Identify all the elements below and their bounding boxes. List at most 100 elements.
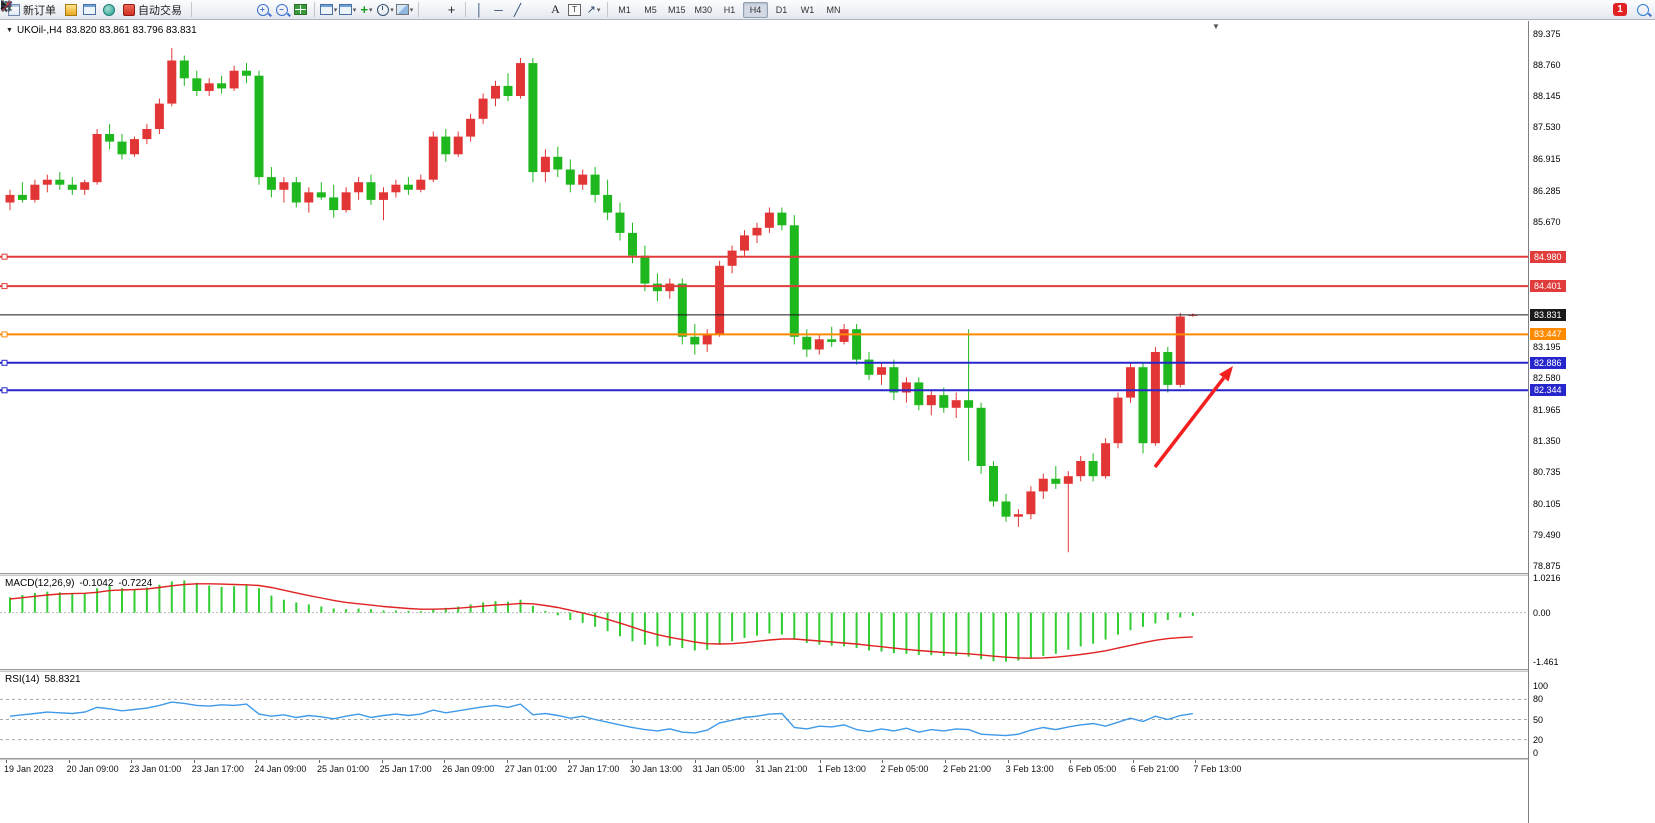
line-handle[interactable] xyxy=(1,253,8,260)
trendline-icon[interactable]: ╱ xyxy=(513,2,522,17)
price-axis-label: 79.490 xyxy=(1533,529,1561,540)
candle-body xyxy=(777,212,787,226)
price-axis[interactable]: 89.375 88.760 88.145 87.530 86.915 86.285 85.6… xyxy=(1528,21,1655,823)
candle-body xyxy=(229,70,239,89)
time-tick xyxy=(632,760,633,763)
chart-title: ▼ UKOil-,H4 83.820 83.861 83.796 83.831 xyxy=(6,25,197,36)
chart-shift-marker[interactable]: ▼ xyxy=(1212,22,1220,31)
notification-badge[interactable]: 1 xyxy=(1613,3,1627,16)
time-tick xyxy=(6,760,7,763)
candlestick-icon[interactable] xyxy=(1,0,234,18)
candle-body xyxy=(5,194,15,203)
tile-windows-icon[interactable] xyxy=(291,1,310,18)
candle-body xyxy=(1101,443,1111,477)
line-handle[interactable] xyxy=(1,387,8,394)
fibonacci-icon[interactable] xyxy=(1,0,546,18)
candle-body xyxy=(279,182,289,190)
timeframe-h1-button[interactable]: H1 xyxy=(717,2,742,18)
candle-body xyxy=(316,192,326,198)
line-handle[interactable] xyxy=(1,283,8,290)
time-tick xyxy=(569,760,571,763)
price-axis-label: 83.195 xyxy=(1533,342,1561,353)
auto-trading-button[interactable]: 自动交易 xyxy=(118,1,187,18)
rsi-axis-label: 0 xyxy=(1533,748,1539,758)
period-icon[interactable]: ▾ xyxy=(376,1,395,18)
auto-scroll-icon[interactable]: ▾ xyxy=(319,1,338,18)
cursor-icon[interactable] xyxy=(1,0,442,18)
candle-body xyxy=(628,232,637,256)
candle-body xyxy=(789,225,799,337)
panel-divider[interactable] xyxy=(0,573,1655,576)
time-axis-label: 3 Feb 13:00 xyxy=(1005,764,1054,774)
chart-symbol-period: UKOil-,H4 xyxy=(16,25,62,36)
vertical-line-icon[interactable]: │ xyxy=(475,2,484,17)
candle-body xyxy=(690,336,700,345)
chart-ohlc-values: 83.820 83.861 83.796 83.831 xyxy=(65,25,197,36)
candle-body xyxy=(105,134,115,142)
candle-body xyxy=(839,329,849,342)
market-watch-icon[interactable] xyxy=(61,1,80,18)
main-chart-panel[interactable]: ▼ UKOil-,H4 83.820 83.861 83.796 83.831 … xyxy=(0,21,1528,573)
candle-body xyxy=(441,136,451,155)
trend-arrow-line[interactable] xyxy=(1153,376,1226,469)
candle-body xyxy=(130,139,139,155)
timeframe-m1-button[interactable]: M1 xyxy=(612,2,637,18)
timeframe-m15-button[interactable]: M15 xyxy=(664,2,690,18)
rsi-panel[interactable]: RSI(14) 58.8321 xyxy=(0,672,1528,758)
toolbar-separator xyxy=(191,2,192,17)
price-axis-label: 88.145 xyxy=(1533,91,1561,102)
candle-body xyxy=(1051,478,1061,484)
toolbar-separator xyxy=(465,2,466,17)
bar-chart-icon[interactable] xyxy=(1,1,215,18)
candle-body xyxy=(989,466,998,502)
time-tick xyxy=(256,760,258,763)
crosshair-icon[interactable]: + xyxy=(447,2,456,17)
zoom-in-icon[interactable]: + xyxy=(253,1,272,18)
panel-divider[interactable] xyxy=(0,669,1655,672)
time-tick xyxy=(381,760,383,763)
macd-axis-label: -1.461 xyxy=(1533,657,1559,667)
candle-body xyxy=(864,359,874,375)
macd-panel[interactable]: MACD(12,26,9) -0.1042 -0.7224 xyxy=(0,576,1528,669)
candle-body xyxy=(192,78,202,91)
candle-body xyxy=(1026,491,1036,515)
resistance-line-2-price-tag: 84.401 xyxy=(1530,280,1566,293)
candle-body xyxy=(491,85,500,99)
timeframe-mn-button[interactable]: MN xyxy=(821,2,846,18)
new-chart-icon[interactable]: + ▾ xyxy=(360,2,373,17)
timeframe-m30-button[interactable]: M30 xyxy=(691,2,717,18)
text-icon[interactable]: A xyxy=(551,2,560,16)
candle-body xyxy=(478,98,488,119)
time-axis[interactable]: 19 Jan 2023 20 Jan 09:00 23 Jan 01:00 23 Ja… xyxy=(0,760,1655,780)
rsi-label: RSI(14) 58.8321 xyxy=(5,674,81,685)
panel-divider[interactable] xyxy=(0,758,1655,760)
time-tick xyxy=(193,760,195,763)
text-label-icon[interactable]: T xyxy=(565,1,584,18)
timeframe-h4-button[interactable]: H4 xyxy=(743,1,769,18)
template-icon[interactable]: ▾ xyxy=(395,1,414,18)
candle-body xyxy=(1175,316,1185,385)
toolbar-separator xyxy=(314,2,315,17)
line-chart-icon[interactable] xyxy=(0,1,253,18)
timeframe-d1-button[interactable]: D1 xyxy=(769,2,794,18)
horizontal-line-icon[interactable]: ─ xyxy=(494,2,503,17)
data-window-icon[interactable] xyxy=(80,1,99,18)
pivot-line-price-tag: 83.447 xyxy=(1530,328,1566,341)
candle-body xyxy=(416,179,426,190)
chart-shift-icon[interactable]: ▾ xyxy=(338,1,357,18)
zoom-out-icon[interactable]: − xyxy=(272,1,291,18)
support-line-2-price-tag: 82.344 xyxy=(1530,384,1566,397)
line-handle[interactable] xyxy=(1,359,8,366)
candle-body xyxy=(254,75,264,178)
candle-body xyxy=(503,85,513,96)
trend-arrow-head[interactable] xyxy=(1219,366,1233,382)
timeframe-m5-button[interactable]: M5 xyxy=(638,2,663,18)
timeframe-w1-button[interactable]: W1 xyxy=(795,2,820,18)
arrows-icon[interactable]: ↗ ▾ xyxy=(586,4,601,16)
candle-body xyxy=(167,60,177,104)
line-handle[interactable] xyxy=(1,331,8,338)
search-icon[interactable] xyxy=(1633,1,1652,18)
navigator-icon[interactable] xyxy=(99,1,118,18)
candle-body xyxy=(204,83,214,91)
one-click-trading-toggle[interactable]: ▼ xyxy=(6,27,13,34)
